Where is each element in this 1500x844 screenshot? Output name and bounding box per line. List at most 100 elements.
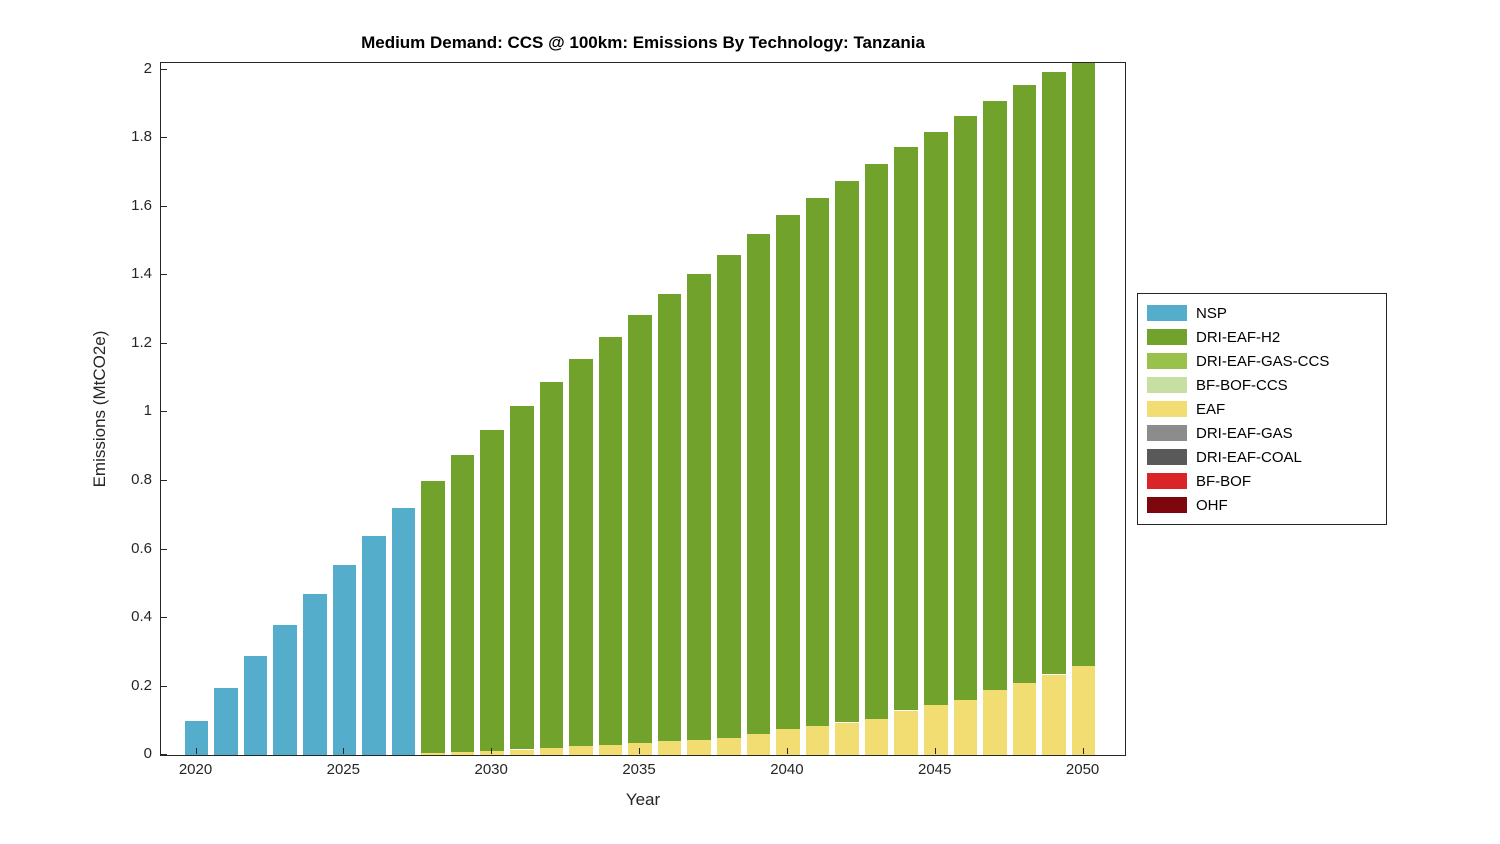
legend-item: DRI-EAF-COAL — [1147, 445, 1377, 469]
legend-swatch — [1147, 401, 1187, 417]
legend-item: DRI-EAF-GAS-CCS — [1147, 349, 1377, 373]
x-tick-label: 2020 — [178, 761, 213, 778]
x-tick-mark — [491, 748, 493, 754]
y-tick-mark — [161, 548, 167, 550]
legend-swatch — [1147, 329, 1187, 345]
legend-swatch — [1147, 425, 1187, 441]
bar-segment-dri-eaf-h2 — [480, 429, 505, 751]
legend-label: DRI-EAF-H2 — [1196, 328, 1281, 346]
legend-label: BF-BOF-CCS — [1196, 376, 1288, 394]
bar-segment-nsp — [302, 594, 327, 755]
x-tick-mark — [786, 748, 788, 754]
bar-segment-eaf — [657, 741, 682, 755]
bar-segment-nsp — [214, 688, 238, 755]
legend-swatch — [1147, 377, 1187, 393]
bar-segment-dri-eaf-h2 — [1071, 63, 1096, 666]
x-tick-label: 2050 — [1065, 761, 1100, 778]
y-tick-mark — [161, 685, 167, 687]
bar-segment-dri-eaf-h2 — [687, 273, 712, 740]
y-tick-label: 0 — [143, 745, 152, 762]
bar-segment-eaf — [569, 746, 593, 755]
bar-segment-dri-eaf-h2 — [509, 405, 534, 750]
bar-segment-eaf — [539, 748, 564, 755]
bar-segment-eaf — [805, 725, 830, 755]
bar-segment-eaf — [509, 749, 534, 755]
x-tick-label: 2030 — [474, 761, 508, 778]
bar-segment-eaf — [480, 750, 505, 755]
legend-label: DRI-EAF-COAL — [1196, 448, 1302, 466]
bar-segment-dri-eaf-h2 — [923, 131, 948, 706]
bar-segment-eaf — [746, 734, 771, 755]
y-tick-label: 2 — [143, 59, 152, 77]
bar-segment-nsp — [332, 564, 357, 755]
bar-segment-eaf — [923, 705, 948, 755]
x-axis-label: Year — [625, 790, 661, 809]
bar-segment-dri-eaf-h2 — [657, 294, 682, 742]
y-tick-label: 1.8 — [131, 128, 152, 146]
x-tick-mark — [1082, 748, 1084, 754]
y-tick-mark — [161, 479, 167, 481]
y-tick-label: 1 — [143, 402, 152, 420]
x-tick-label: 2025 — [326, 761, 360, 778]
y-tick-label: 1.4 — [131, 265, 152, 283]
legend-item: DRI-EAF-GAS — [1147, 421, 1377, 445]
bar-segment-eaf — [421, 753, 445, 755]
y-tick-mark — [161, 137, 167, 139]
bar-segment-dri-eaf-h2 — [746, 234, 771, 735]
bar-segment-nsp — [273, 624, 298, 755]
bar-segment-eaf — [716, 737, 741, 755]
bar-segment-eaf — [983, 689, 1007, 755]
bar-segment-eaf — [1071, 665, 1096, 755]
bar-segment-dri-eaf-h2 — [628, 314, 652, 743]
bar-segment-eaf — [864, 719, 889, 755]
legend-label: EAF — [1196, 400, 1226, 418]
y-tick-label: 0.8 — [131, 470, 152, 488]
bar-segment-dri-eaf-h2 — [776, 215, 800, 730]
legend-item: OHF — [1147, 493, 1377, 517]
bar-segment-dri-eaf-h2 — [953, 116, 978, 701]
bar-segment-nsp — [184, 720, 209, 755]
bar-segment-nsp — [243, 655, 268, 755]
y-tick-mark — [161, 342, 167, 344]
bar-segment-dri-eaf-h2 — [598, 337, 623, 745]
y-tick-label: 0.6 — [131, 539, 152, 557]
x-tick-mark — [639, 748, 640, 754]
legend-item: DRI-EAF-H2 — [1147, 325, 1377, 349]
y-tick-mark — [161, 274, 167, 276]
y-tick-mark — [161, 68, 167, 70]
bar-segment-dri-eaf-h2 — [421, 480, 445, 754]
legend-swatch — [1147, 353, 1187, 369]
legend: NSP DRI-EAF-H2 DRI-EAF-GAS-CCS BF-BOF-CCS EA… — [1137, 293, 1387, 525]
y-tick-mark — [161, 617, 167, 618]
bar-segment-eaf — [953, 700, 978, 755]
legend-label: NSP — [1196, 304, 1227, 322]
chart-title: Medium Demand: CCS @ 100km: Emissions By… — [361, 33, 925, 52]
bar-segment-eaf — [894, 710, 918, 755]
x-tick-mark — [343, 748, 345, 754]
plot-area — [160, 62, 1126, 756]
bar-segment-eaf — [450, 752, 475, 755]
legend-item: BF-BOF-CCS — [1147, 373, 1377, 397]
y-tick-label: 1.6 — [131, 196, 152, 214]
legend-item: BF-BOF — [1147, 469, 1377, 493]
bar-segment-nsp — [362, 535, 386, 755]
bar-segment-dri-eaf-h2 — [805, 198, 830, 726]
bar-segment-dri-eaf-h2 — [569, 359, 593, 747]
legend-swatch — [1147, 449, 1187, 465]
legend-label: OHF — [1196, 496, 1228, 514]
x-tick-label: 2045 — [918, 761, 952, 778]
bar-segment-eaf — [598, 744, 623, 755]
legend-item: EAF — [1147, 397, 1377, 421]
bar-segment-nsp — [391, 508, 416, 755]
y-tick-label: 0.2 — [131, 676, 152, 694]
legend-label: BF-BOF — [1196, 472, 1251, 490]
x-tick-label: 2040 — [770, 761, 804, 778]
y-tick-label: 1.2 — [131, 333, 152, 351]
bar-segment-eaf — [835, 722, 859, 755]
bar-segment-dri-eaf-h2 — [1012, 85, 1037, 684]
bar-segment-dri-eaf-h2 — [835, 181, 859, 723]
y-tick-mark — [161, 754, 167, 755]
legend-swatch — [1147, 497, 1187, 513]
bar-segment-eaf — [687, 739, 712, 755]
